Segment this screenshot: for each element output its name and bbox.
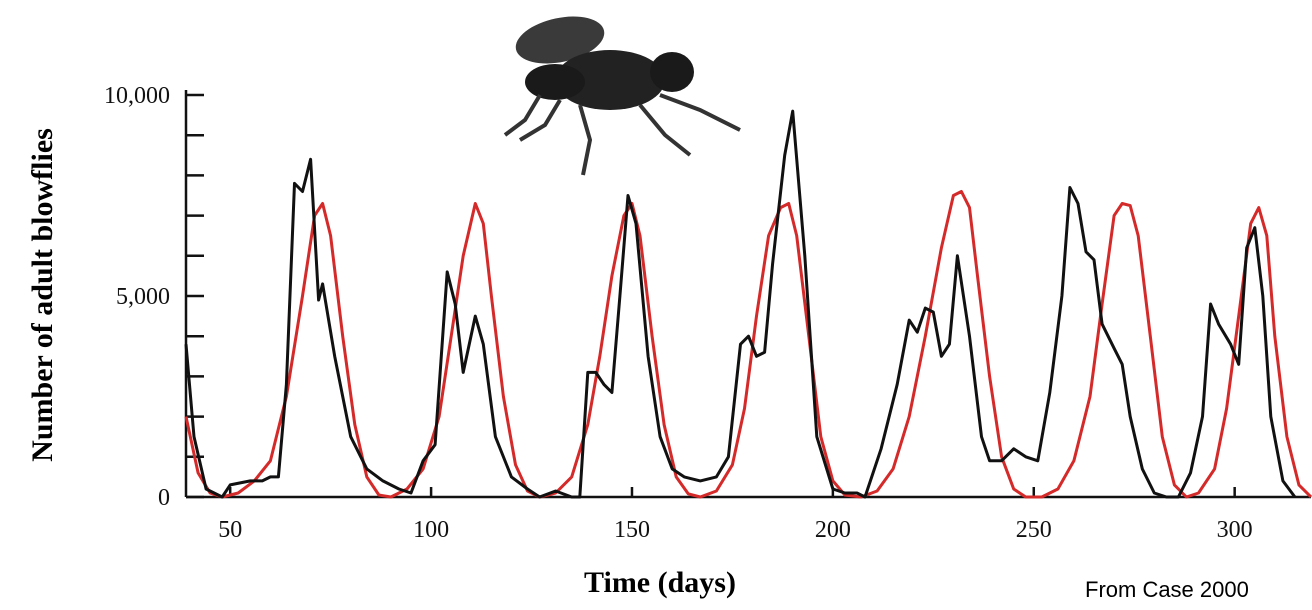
x-tick-label: 250 [1016, 517, 1052, 543]
x-tick-label: 200 [815, 517, 851, 543]
x-axis-title: Time (days) [584, 566, 736, 599]
x-tick-label: 300 [1217, 517, 1253, 543]
source-note: From Case 2000 [1085, 577, 1249, 602]
chart: Time (days) Number of adult blowflies Fr… [0, 0, 1312, 610]
data-line [186, 111, 1295, 497]
y-tick-label: 0 [158, 485, 170, 511]
x-tick-label: 150 [614, 517, 650, 543]
y-axis-title: Number of adult blowflies [26, 128, 59, 462]
y-tick-label: 10,000 [104, 83, 170, 109]
fly-illustration [505, 9, 740, 175]
y-tick-label: 5,000 [116, 284, 170, 310]
data-line [186, 192, 1311, 498]
x-tick-label: 100 [413, 517, 449, 543]
x-tick-label: 50 [218, 517, 242, 543]
